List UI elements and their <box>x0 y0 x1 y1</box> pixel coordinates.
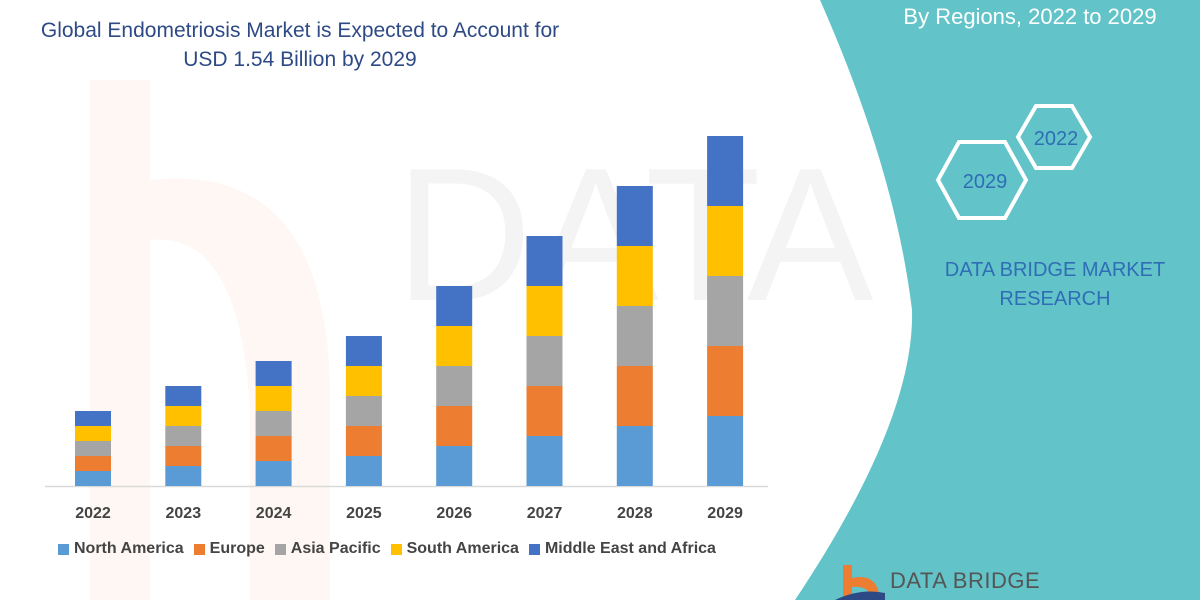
chart-title: Global Endometriosis Market is Expected … <box>40 19 560 71</box>
legend-swatch <box>274 543 286 555</box>
bar-segment-2026-north-america <box>436 446 473 486</box>
bar-segment-2029-asia-pacific <box>707 276 744 346</box>
legend: North America Europe Asia Pacific South Ame… <box>58 540 716 558</box>
legend-item: Middle East and Africa <box>528 540 716 558</box>
stacked-bar-chart: 2022 2023 2024 2025 2026 2027 2028 2029 <box>45 136 768 522</box>
bar-segment-2025-middle-east-and-africa <box>345 336 382 366</box>
chart-subtitle: By Regions, 2022 to 2029 <box>903 4 1157 29</box>
legend-swatch <box>193 543 205 555</box>
hex-label-2029: 2029 <box>963 171 1008 193</box>
x-tick-label: 2025 <box>346 505 382 522</box>
bar-segment-2027-north-america <box>526 436 563 486</box>
x-tick-label: 2023 <box>166 505 202 522</box>
logo-icon <box>835 565 885 600</box>
bar-segment-2029-europe <box>707 346 744 416</box>
x-tick-label: 2026 <box>436 505 472 522</box>
legend-label: Middle East and Africa <box>544 540 716 557</box>
bar-segment-2022-asia-pacific <box>75 441 111 456</box>
bar-segment-2027-europe <box>526 386 563 436</box>
bar-segment-2023-south-america <box>165 406 202 426</box>
bar-segment-2023-middle-east-and-africa <box>165 386 202 406</box>
bar-segment-2022-middle-east-and-africa <box>75 411 111 426</box>
brand-name: DATA BRIDGE MARKET RESEARCH <box>944 259 1166 310</box>
legend-item: Europe <box>193 540 265 558</box>
hexagon-2029 <box>935 140 1029 220</box>
x-tick-label: 2022 <box>75 505 111 522</box>
bar-segment-2028-middle-east-and-africa <box>616 186 653 246</box>
legend-swatch <box>58 543 69 555</box>
bar-segment-2027-south-america <box>526 286 563 336</box>
bar-segment-2028-asia-pacific <box>616 306 653 366</box>
bar-segment-2026-south-america <box>436 326 473 366</box>
legend-label: Asia Pacific <box>290 540 381 557</box>
bar-segment-2025-asia-pacific <box>345 396 382 426</box>
bar-segment-2026-asia-pacific <box>436 366 473 406</box>
bar-segment-2029-south-america <box>707 206 744 276</box>
bar-segment-2022-south-america <box>75 426 111 441</box>
bar-segment-2024-middle-east-and-africa <box>255 361 292 386</box>
bar-segment-2026-europe <box>436 406 473 446</box>
bar-segment-2026-middle-east-and-africa <box>436 286 473 326</box>
legend-item: North America <box>58 540 184 558</box>
x-tick-label: 2024 <box>256 505 292 522</box>
x-tick-label: 2029 <box>707 505 743 522</box>
bar-segment-2028-north-america <box>616 426 653 486</box>
hex-label-2022: 2022 <box>1034 128 1079 150</box>
legend-item: South America <box>390 540 519 558</box>
bar-segment-2025-europe <box>345 426 382 456</box>
x-tick-label: 2027 <box>527 505 563 522</box>
bar-segment-2029-north-america <box>707 416 744 486</box>
bar-segment-2022-north-america <box>75 471 111 486</box>
bar-segment-2028-south-america <box>616 246 653 306</box>
bar-segment-2024-south-america <box>255 386 292 411</box>
legend-swatch <box>390 543 402 555</box>
bar-segment-2027-asia-pacific <box>526 336 563 386</box>
teal-panel <box>795 0 1200 600</box>
x-tick-label: 2028 <box>617 505 653 522</box>
bar-segment-2023-north-america <box>165 466 202 486</box>
legend-label: South America <box>406 540 519 557</box>
bar-segment-2023-asia-pacific <box>165 426 202 446</box>
bar-segment-2027-middle-east-and-africa <box>526 236 563 286</box>
bar-segment-2029-middle-east-and-africa <box>707 136 744 206</box>
legend-label: Europe <box>209 540 265 557</box>
bar-segment-2025-north-america <box>345 456 382 486</box>
bar-segment-2024-asia-pacific <box>255 411 292 436</box>
legend-item: Asia Pacific <box>274 540 381 558</box>
bar-segment-2023-europe <box>165 446 202 466</box>
hexagon-2022 <box>1015 104 1093 170</box>
bar-segment-2024-europe <box>255 436 292 461</box>
bar-segment-2028-europe <box>616 366 653 426</box>
legend-swatch <box>528 543 540 555</box>
bar-segment-2022-europe <box>75 456 111 471</box>
bar-segment-2025-south-america <box>345 366 382 396</box>
bar-segment-2024-north-america <box>255 461 292 486</box>
logo-text: DATA BRIDGE <box>890 568 1041 593</box>
legend-label: North America <box>74 540 184 557</box>
